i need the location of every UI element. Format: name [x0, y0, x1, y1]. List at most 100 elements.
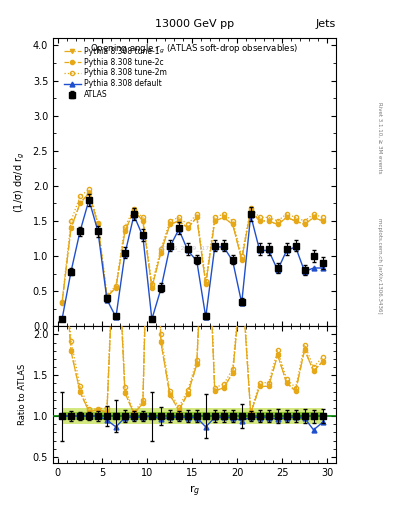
Pythia 8.308 tune-1	[176, 218, 181, 224]
Pythia 8.308 default	[239, 300, 244, 306]
Pythia 8.308 tune-2c	[123, 228, 127, 234]
Pythia 8.308 tune-2c	[158, 249, 163, 255]
Pythia 8.308 tune-2m	[212, 215, 217, 221]
Pythia 8.308 tune-2m	[239, 253, 244, 259]
Pythia 8.308 tune-2m	[167, 218, 172, 224]
Pythia 8.308 default	[275, 267, 280, 273]
Pythia 8.308 tune-1	[105, 294, 109, 300]
Pythia 8.308 tune-1	[167, 221, 172, 227]
Pythia 8.308 tune-1	[257, 218, 262, 224]
Pythia 8.308 tune-1	[239, 257, 244, 263]
Pythia 8.308 tune-2m	[230, 218, 235, 224]
Pythia 8.308 tune-2m	[266, 215, 271, 221]
Pythia 8.308 tune-1	[149, 285, 154, 291]
Pythia 8.308 default	[158, 286, 163, 292]
Pythia 8.308 default	[266, 247, 271, 253]
Pythia 8.308 tune-2c	[185, 225, 190, 231]
Line: Pythia 8.308 tune-1: Pythia 8.308 tune-1	[60, 191, 325, 305]
Pythia 8.308 tune-1	[141, 218, 145, 224]
Pythia 8.308 tune-1	[204, 281, 208, 287]
Pythia 8.308 default	[230, 258, 235, 264]
Pythia 8.308 tune-1	[60, 300, 64, 306]
Pythia 8.308 default	[293, 244, 298, 250]
Pythia 8.308 tune-2c	[293, 218, 298, 224]
Pythia 8.308 tune-2m	[176, 215, 181, 221]
Pythia 8.308 tune-2m	[320, 215, 325, 221]
Pythia 8.308 tune-1	[95, 221, 100, 227]
Pythia 8.308 tune-2c	[95, 221, 100, 227]
Y-axis label: Ratio to ATLAS: Ratio to ATLAS	[18, 364, 27, 425]
Pythia 8.308 tune-1	[158, 249, 163, 255]
Pythia 8.308 tune-2m	[158, 246, 163, 252]
Pythia 8.308 default	[60, 316, 64, 323]
Text: mcplots.cern.ch [arXiv:1306.3436]: mcplots.cern.ch [arXiv:1306.3436]	[377, 219, 382, 314]
Pythia 8.308 tune-1	[248, 207, 253, 214]
Pythia 8.308 tune-1	[221, 215, 226, 221]
Pythia 8.308 default	[302, 268, 307, 274]
Pythia 8.308 tune-2m	[141, 215, 145, 221]
Pythia 8.308 tune-1	[78, 200, 83, 206]
Pythia 8.308 tune-2c	[60, 300, 64, 306]
Pythia 8.308 tune-1	[69, 225, 73, 231]
Pythia 8.308 default	[123, 251, 127, 257]
Pythia 8.308 tune-2c	[230, 221, 235, 227]
Pythia 8.308 tune-2c	[167, 221, 172, 227]
Pythia 8.308 tune-1	[114, 285, 118, 291]
Pythia 8.308 default	[221, 244, 226, 250]
Pythia 8.308 tune-1	[195, 215, 199, 221]
Pythia 8.308 tune-1	[86, 190, 91, 196]
Pythia 8.308 default	[86, 197, 91, 203]
Pythia 8.308 default	[132, 212, 136, 219]
Pythia 8.308 default	[204, 314, 208, 320]
Pythia 8.308 tune-2m	[275, 218, 280, 224]
Pythia 8.308 tune-2c	[132, 207, 136, 214]
Pythia 8.308 tune-2m	[311, 211, 316, 217]
Pythia 8.308 tune-1	[212, 218, 217, 224]
Pythia 8.308 default	[78, 228, 83, 234]
Pythia 8.308 tune-2m	[105, 292, 109, 298]
Pythia 8.308 tune-2m	[149, 281, 154, 287]
Pythia 8.308 tune-2m	[257, 215, 262, 221]
Pythia 8.308 tune-2c	[266, 218, 271, 224]
Pythia 8.308 tune-2c	[114, 285, 118, 291]
Pythia 8.308 default	[320, 265, 325, 271]
Pythia 8.308 tune-2m	[248, 205, 253, 211]
Pythia 8.308 tune-2m	[302, 218, 307, 224]
Pythia 8.308 tune-1	[320, 218, 325, 224]
Pythia 8.308 tune-1	[123, 228, 127, 234]
Pythia 8.308 default	[248, 212, 253, 219]
Pythia 8.308 tune-2c	[275, 221, 280, 227]
Pythia 8.308 tune-1	[185, 225, 190, 231]
Pythia 8.308 tune-2m	[195, 211, 199, 217]
Pythia 8.308 default	[149, 316, 154, 323]
Pythia 8.308 tune-2c	[78, 200, 83, 206]
Pythia 8.308 tune-2m	[221, 211, 226, 217]
Pythia 8.308 default	[176, 226, 181, 232]
Pythia 8.308 tune-2c	[212, 218, 217, 224]
Pythia 8.308 tune-2c	[284, 215, 289, 221]
Legend: Pythia 8.308 tune-1, Pythia 8.308 tune-2c, Pythia 8.308 tune-2m, Pythia 8.308 de: Pythia 8.308 tune-1, Pythia 8.308 tune-2…	[62, 45, 168, 101]
Y-axis label: (1/σ) dσ/d r$_{g}$: (1/σ) dσ/d r$_{g}$	[13, 152, 27, 213]
Pythia 8.308 tune-2m	[69, 218, 73, 224]
Pythia 8.308 tune-2c	[86, 190, 91, 196]
Pythia 8.308 default	[284, 247, 289, 253]
Pythia 8.308 tune-2c	[311, 215, 316, 221]
Pythia 8.308 tune-2m	[86, 186, 91, 193]
Pythia 8.308 tune-1	[293, 218, 298, 224]
Pythia 8.308 tune-2c	[105, 294, 109, 300]
Text: Jets: Jets	[316, 19, 336, 29]
Pythia 8.308 tune-2c	[141, 218, 145, 224]
Pythia 8.308 tune-2c	[69, 225, 73, 231]
Line: Pythia 8.308 tune-2m: Pythia 8.308 tune-2m	[60, 187, 325, 304]
Pythia 8.308 tune-2c	[257, 218, 262, 224]
Pythia 8.308 tune-1	[302, 221, 307, 227]
Line: Pythia 8.308 tune-2c: Pythia 8.308 tune-2c	[60, 191, 325, 305]
Pythia 8.308 tune-2m	[132, 206, 136, 212]
Pythia 8.308 tune-1	[230, 221, 235, 227]
Pythia 8.308 tune-2m	[293, 215, 298, 221]
Pythia 8.308 tune-2c	[149, 285, 154, 291]
Pythia 8.308 default	[95, 228, 100, 234]
Pythia 8.308 default	[257, 247, 262, 253]
Pythia 8.308 tune-1	[266, 218, 271, 224]
Pythia 8.308 tune-2c	[248, 207, 253, 214]
